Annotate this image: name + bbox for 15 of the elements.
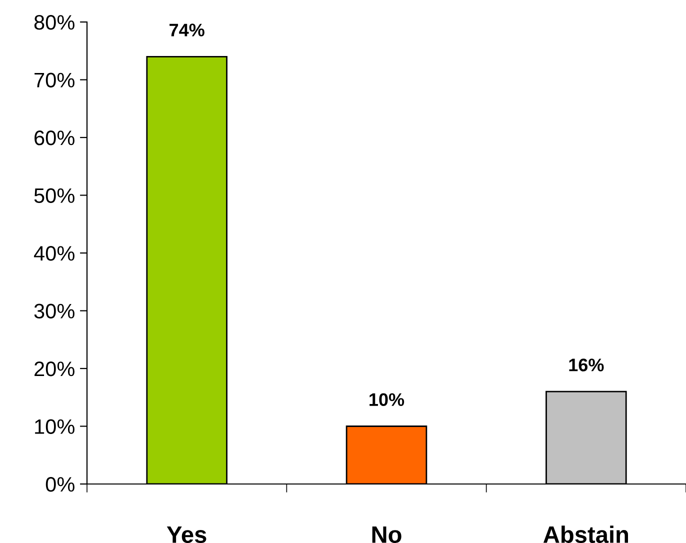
y-tick-label: 70% xyxy=(34,72,74,88)
y-tick-label: 30% xyxy=(34,304,74,319)
x-tick-label: No xyxy=(372,526,402,543)
y-tick-label: 50% xyxy=(34,188,74,204)
y-tick-label: 20% xyxy=(34,362,74,376)
data-label: 74% xyxy=(170,24,204,36)
y-tick-label: 40% xyxy=(34,246,74,261)
y-tick-label: 0% xyxy=(46,477,74,492)
data-label: 16% xyxy=(569,358,604,372)
data-label: 10% xyxy=(370,393,404,406)
y-tick-label: 60% xyxy=(34,130,74,146)
y-tick-label: 10% xyxy=(35,419,74,434)
x-tick-label: Yes xyxy=(166,526,206,543)
y-tick-label: 80% xyxy=(34,15,74,30)
x-tick-label: Abstain xyxy=(543,526,628,543)
